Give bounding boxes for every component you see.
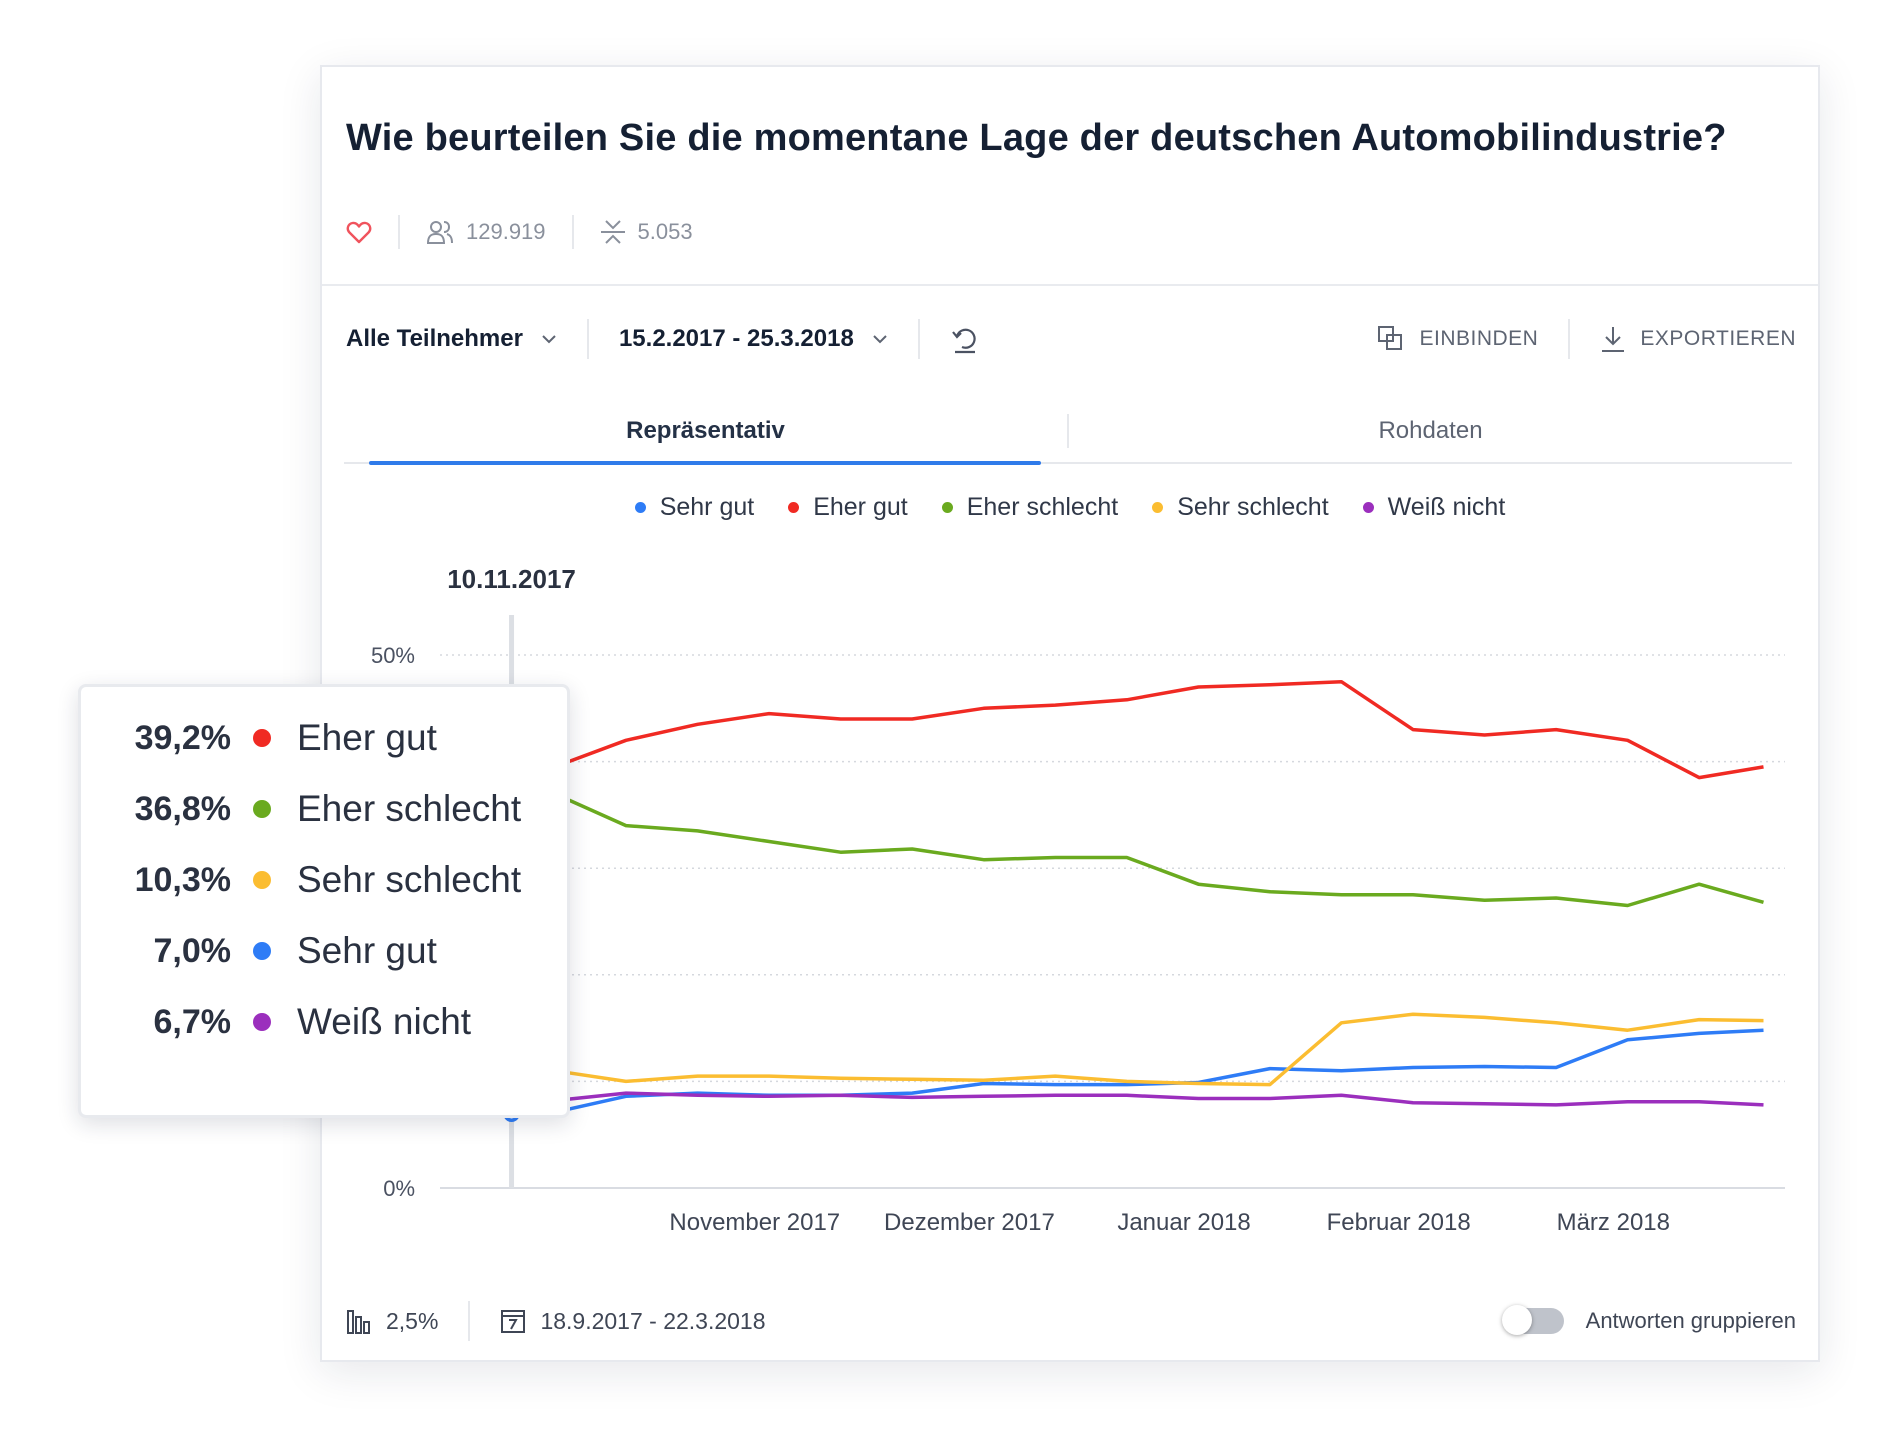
- legend-dot: [941, 501, 953, 513]
- legend-item-sehr-schlecht[interactable]: Sehr schlecht: [1152, 492, 1329, 522]
- segment-dropdown[interactable]: Alle Teilnehmer: [346, 325, 557, 353]
- tooltip-dot: [253, 1013, 271, 1031]
- error-margin-value: 2,5%: [386, 1307, 439, 1334]
- export-label: EXPORTIEREN: [1640, 327, 1796, 350]
- heart-icon[interactable]: [346, 220, 372, 244]
- toolbar: Alle Teilnehmer 15.2.2017 - 25.3.2018 EI…: [346, 311, 1796, 367]
- embed-button[interactable]: EINBINDEN: [1377, 325, 1538, 353]
- bar-chart-icon: [347, 1310, 370, 1334]
- tab-representative[interactable]: Repräsentativ: [344, 400, 1067, 465]
- meta-separator: [571, 215, 574, 249]
- toolbar-separator: [917, 319, 920, 359]
- data-period: 18.9.2017 - 22.3.2018: [500, 1307, 766, 1335]
- legend-dot: [1152, 501, 1164, 513]
- tab-divider: [1067, 414, 1069, 448]
- data-period-value: 18.9.2017 - 22.3.2018: [540, 1307, 766, 1334]
- export-button[interactable]: EXPORTIEREN: [1600, 325, 1796, 353]
- tooltip-label: Weiß nicht: [297, 1001, 472, 1042]
- date-range-value: 15.2.2017 - 25.3.2018: [618, 325, 854, 352]
- tooltip-value: 10,3%: [134, 860, 231, 899]
- toolbar-separator: [586, 319, 589, 359]
- votes-value: 5.053: [637, 219, 693, 244]
- users-icon: [426, 221, 453, 244]
- legend-dot: [788, 501, 800, 513]
- tab-label: Rohdaten: [1378, 417, 1483, 444]
- calendar-icon: [501, 1310, 526, 1333]
- group-answers-toggle[interactable]: [1501, 1305, 1564, 1335]
- footer-separator: [468, 1301, 471, 1341]
- tooltip-dot: [253, 942, 271, 960]
- tooltip-value: 6,7%: [153, 1002, 232, 1041]
- header-divider: [322, 284, 1818, 286]
- tooltip-label: Eher gut: [297, 717, 437, 758]
- download-icon: [1602, 327, 1625, 352]
- reset-icon[interactable]: [950, 324, 980, 354]
- votes-count: 5.053: [600, 219, 693, 245]
- tooltip-row: 6,7% Weiß nicht: [81, 997, 472, 1047]
- tab-label: Repräsentativ: [626, 417, 785, 444]
- tooltip-value: 36,8%: [134, 789, 231, 828]
- legend-label: Eher schlecht: [966, 492, 1119, 521]
- tooltip-label: Eher schlecht: [297, 788, 522, 829]
- poll-title: Wie beurteilen Sie die momentane Lage de…: [346, 117, 1727, 159]
- meta-separator: [398, 215, 400, 249]
- embed-icon: [1378, 326, 1403, 350]
- toggle-knob: [1501, 1305, 1532, 1335]
- legend-label: Sehr schlecht: [1177, 492, 1329, 521]
- tooltip-dot: [253, 729, 271, 747]
- tooltip-value: 39,2%: [134, 718, 231, 757]
- date-range-dropdown[interactable]: 15.2.2017 - 25.3.2018: [619, 325, 888, 353]
- legend-item-sehr-gut[interactable]: Sehr gut: [634, 492, 755, 522]
- embed-label: EINBINDEN: [1419, 327, 1539, 350]
- tooltip-value: 7,0%: [153, 931, 232, 970]
- tooltip-row: 39,2% Eher gut: [81, 713, 437, 763]
- segment-value: Alle Teilnehmer: [346, 325, 523, 352]
- legend-dot: [1362, 501, 1374, 513]
- legend-dot: [634, 501, 646, 513]
- error-margin: 2,5%: [346, 1307, 438, 1335]
- compress-icon: [600, 220, 625, 244]
- tooltip-dot: [253, 800, 271, 818]
- participants-count: 129.919: [426, 219, 546, 245]
- legend-item-eher-gut[interactable]: Eher gut: [788, 493, 908, 522]
- tooltip-row: 10,3% Sehr schlecht: [81, 855, 522, 905]
- legend-label: Sehr gut: [659, 492, 755, 521]
- toolbar-separator: [1568, 319, 1571, 359]
- tooltip-label: Sehr gut: [297, 930, 437, 971]
- participants-value: 129.919: [466, 219, 546, 244]
- chart-tooltip: 39,2% Eher gut 36,8% Eher schlecht 10,3%…: [78, 684, 570, 1118]
- chart-legend: Sehr gut Eher gut Eher schlecht Sehr sch…: [322, 487, 1818, 527]
- chevron-down-icon: [873, 335, 887, 344]
- tooltip-label: Sehr schlecht: [297, 859, 522, 900]
- group-answers-label: Antworten gruppieren: [1585, 1308, 1796, 1333]
- chart-footer: 2,5% 18.9.2017 - 22.3.2018 Antworten gru…: [346, 1299, 1796, 1343]
- favorite-button[interactable]: [346, 220, 372, 244]
- poll-meta: 129.919 5.053: [346, 212, 693, 252]
- tooltip-row: 7,0% Sehr gut: [81, 926, 437, 976]
- legend-item-weiss-nicht[interactable]: Weiß nicht: [1362, 492, 1506, 522]
- tooltip-dot: [253, 871, 271, 889]
- toolbar-actions: EINBINDEN EXPORTIEREN: [1377, 319, 1796, 359]
- tab-raw-data[interactable]: Rohdaten: [1069, 400, 1792, 462]
- chevron-down-icon: [542, 335, 556, 344]
- group-answers-control: Antworten gruppieren: [1501, 1305, 1796, 1335]
- view-tabs: Repräsentativ Rohdaten: [344, 400, 1792, 465]
- legend-label: Eher gut: [813, 492, 908, 521]
- legend-label: Weiß nicht: [1387, 492, 1506, 521]
- legend-item-eher-schlecht[interactable]: Eher schlecht: [941, 492, 1119, 522]
- tooltip-row: 36,8% Eher schlecht: [81, 784, 522, 834]
